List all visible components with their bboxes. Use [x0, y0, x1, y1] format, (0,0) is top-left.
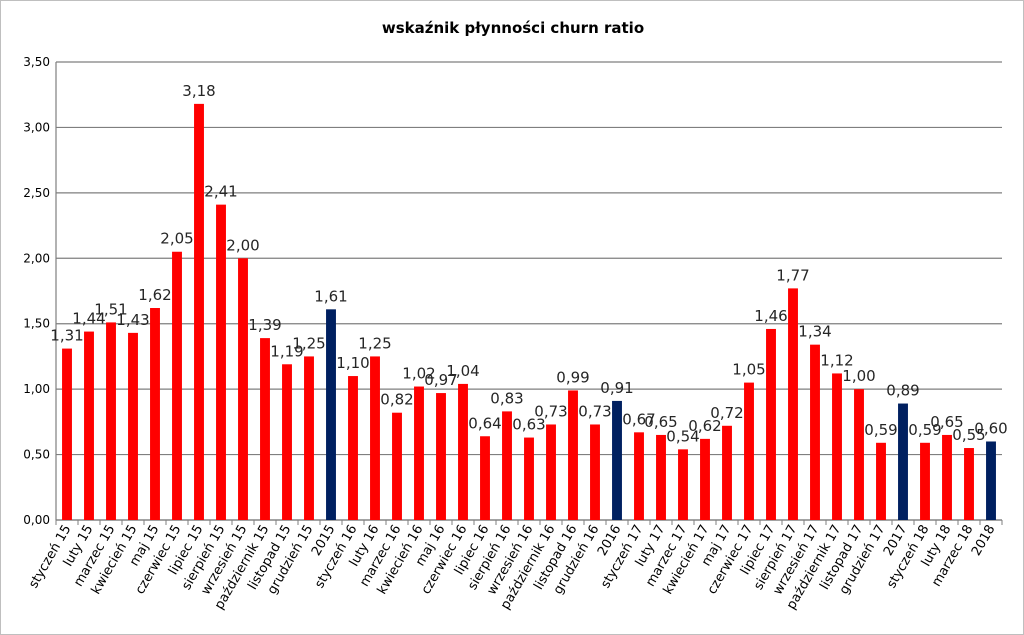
bar[interactable] [810, 344, 820, 520]
data-label: 0,54 [666, 427, 699, 445]
bar[interactable] [216, 204, 226, 521]
y-tick-label: 0,00 [23, 513, 50, 527]
bar[interactable] [84, 331, 94, 520]
data-label: 1,00 [842, 367, 875, 385]
bar[interactable] [612, 400, 622, 520]
bar[interactable] [854, 389, 864, 520]
bar[interactable] [766, 328, 776, 520]
bar[interactable] [414, 386, 424, 520]
data-label: 0,73 [534, 402, 567, 420]
bar[interactable] [326, 309, 336, 520]
bar[interactable] [238, 258, 248, 520]
bar[interactable] [722, 425, 732, 520]
bar[interactable] [106, 322, 116, 520]
data-label: 1,77 [776, 266, 809, 284]
data-label: 0,59 [864, 421, 897, 439]
bar[interactable] [788, 288, 798, 520]
data-label: 1,46 [754, 307, 787, 325]
data-label: 1,25 [358, 334, 391, 352]
data-label: 1,19 [270, 342, 303, 360]
bar[interactable] [172, 251, 182, 520]
data-label: 0,82 [380, 391, 413, 409]
x-tick-label: 2018 [969, 523, 999, 559]
data-label: 1,05 [732, 361, 765, 379]
data-label: 1,39 [248, 316, 281, 334]
bar[interactable] [436, 393, 446, 520]
data-label: 0,63 [512, 416, 545, 434]
y-tick-label: 2,00 [23, 251, 50, 265]
y-tick-label: 3,50 [23, 55, 50, 69]
bar[interactable] [744, 382, 754, 520]
data-label: 2,41 [204, 183, 237, 201]
bar[interactable] [590, 424, 600, 520]
data-label: 1,02 [402, 365, 435, 383]
bar[interactable] [546, 424, 556, 520]
bar[interactable] [458, 383, 468, 520]
bar[interactable] [304, 356, 314, 520]
bar[interactable] [62, 348, 72, 520]
data-label: 1,12 [820, 351, 853, 369]
bar[interactable] [282, 364, 292, 520]
data-label: 0,73 [578, 402, 611, 420]
y-tick-label: 2,50 [23, 186, 50, 200]
y-tick-label: 3,00 [23, 120, 50, 134]
data-label: 0,62 [688, 417, 721, 435]
data-label: 0,59 [908, 421, 941, 439]
data-label: 3,18 [182, 82, 215, 100]
bar[interactable] [678, 449, 688, 520]
bar[interactable] [832, 373, 842, 520]
data-label: 0,65 [644, 413, 677, 431]
y-tick-label: 0,50 [23, 448, 50, 462]
data-label: 1,62 [138, 286, 171, 304]
chart-title: wskaźnik płynności churn ratio [381, 19, 645, 37]
data-label: 0,97 [424, 371, 457, 389]
bar[interactable] [920, 442, 930, 520]
data-label: 1,61 [314, 287, 347, 305]
data-label: 0,89 [886, 382, 919, 400]
bar[interactable] [656, 434, 666, 520]
data-label: 1,04 [446, 362, 479, 380]
bar[interactable] [568, 390, 578, 520]
data-label: 0,65 [930, 413, 963, 431]
bar[interactable] [128, 332, 138, 520]
bar[interactable] [348, 376, 358, 520]
bar[interactable] [392, 412, 402, 520]
bar[interactable] [502, 411, 512, 520]
data-label: 1,10 [336, 354, 369, 372]
data-label: 0,60 [974, 419, 1007, 437]
data-label: 1,34 [798, 323, 831, 341]
data-label: 0,67 [622, 410, 655, 428]
bar[interactable] [898, 403, 908, 520]
bar[interactable] [634, 432, 644, 520]
data-label: 1,25 [292, 334, 325, 352]
data-label: 0,99 [556, 368, 589, 386]
y-tick-label: 1,50 [23, 317, 50, 331]
bar[interactable] [700, 438, 710, 520]
bar[interactable] [370, 356, 380, 520]
data-label: 1,51 [94, 300, 127, 318]
data-label: 2,00 [226, 236, 259, 254]
data-label: 0,91 [600, 379, 633, 397]
bar[interactable] [524, 437, 534, 520]
data-label: 0,83 [490, 389, 523, 407]
y-tick-label: 1,00 [23, 382, 50, 396]
bar[interactable] [260, 338, 270, 520]
data-label: 0,64 [468, 414, 501, 432]
data-label: 2,05 [160, 230, 193, 248]
bar[interactable] [150, 308, 160, 520]
data-label: 1,43 [116, 311, 149, 329]
bar[interactable] [194, 103, 204, 521]
bar[interactable] [876, 442, 886, 520]
bar[interactable] [942, 434, 952, 520]
data-label: 1,44 [72, 310, 105, 328]
data-label: 0,55 [952, 426, 985, 444]
data-label: 0,72 [710, 404, 743, 422]
bar[interactable] [964, 448, 974, 520]
bar[interactable] [480, 436, 490, 520]
data-label: 1,31 [50, 327, 83, 345]
bar[interactable] [986, 441, 996, 520]
